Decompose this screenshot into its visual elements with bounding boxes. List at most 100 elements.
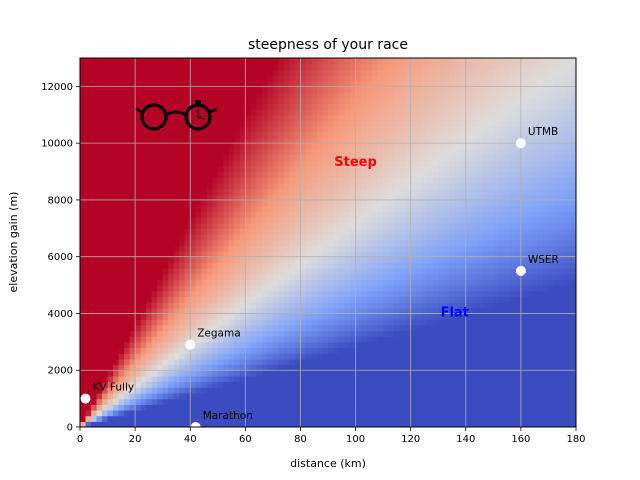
heatmap-cell [465,171,472,178]
heatmap-cell [223,307,230,315]
heatmap-cell [146,171,153,178]
heatmap-cell [300,211,307,218]
heatmap-cell [300,86,307,93]
heatmap-cell [377,80,384,87]
heatmap-cell [449,109,456,116]
heatmap-cell [465,109,472,116]
heatmap-cell [85,245,92,252]
heatmap-cell [405,148,412,156]
heatmap-cell [305,392,313,400]
heatmap-cell [278,80,285,87]
heatmap-cell [85,268,92,275]
heatmap-cell [432,233,439,241]
heatmap-cell [344,415,351,422]
heatmap-cell [96,69,103,76]
heatmap-cell [460,211,467,218]
heatmap-cell [250,171,257,178]
heatmap-cell [256,273,263,280]
heatmap-cell [493,165,500,173]
heatmap-cell [316,296,324,303]
heatmap-cell [350,109,357,116]
heatmap-cell [432,92,439,99]
heatmap-cell [432,58,439,65]
heatmap-cell [328,160,335,167]
heatmap-cell [217,216,224,224]
heatmap-cell [228,387,235,394]
heatmap-cell [493,97,500,105]
heatmap-cell [410,347,417,354]
heatmap-cell [250,177,257,184]
heatmap-cell [195,188,202,195]
heatmap-cell [416,80,423,87]
heatmap-cell [498,103,505,110]
heatmap-cell [212,285,219,292]
heatmap-cell [162,69,169,76]
heatmap-cell [190,330,197,337]
heatmap-cell [328,375,335,383]
heatmap-cell [96,290,103,298]
heatmap-cell [377,296,384,303]
heatmap-cell [190,205,197,212]
heatmap-cell [454,75,461,82]
heatmap-cell [201,341,208,349]
heatmap-cell [487,177,494,184]
heatmap-cell [460,415,467,422]
heatmap-cell [410,97,417,105]
heatmap-cell [366,273,373,280]
heatmap-cell [135,358,142,366]
heatmap-cell [96,398,103,405]
heatmap-cell [195,313,202,320]
heatmap-cell [471,341,478,349]
heatmap-cell [311,222,318,229]
heatmap-cell [124,245,131,252]
heatmap-cell [146,268,153,275]
heatmap-cell [305,148,313,156]
heatmap-cell [405,177,412,184]
heatmap-cell [157,228,164,235]
heatmap-cell [113,69,120,76]
heatmap-cell [300,336,307,343]
heatmap-cell [96,330,103,337]
heatmap-cell [267,279,274,286]
heatmap-cell [129,222,136,229]
heatmap-cell [328,341,335,349]
heatmap-cell [339,358,346,366]
heatmap-cell [410,375,417,383]
heatmap-cell [228,92,235,99]
heatmap-cell [427,336,434,343]
heatmap-cell [118,375,125,383]
heatmap-cell [487,392,494,400]
heatmap-cell [482,160,489,167]
heatmap-cell [157,97,164,105]
heatmap-cell [201,358,208,366]
heatmap-cell [206,171,213,178]
heatmap-cell [383,171,390,178]
heatmap-cell [223,381,230,388]
heatmap-cell [421,290,428,298]
heatmap-cell [427,404,434,411]
heatmap-cell [206,194,213,201]
heatmap-cell [151,347,158,354]
heatmap-cell [228,137,235,144]
heatmap-cell [272,353,279,360]
heatmap-cell [377,86,384,93]
heatmap-cell [438,154,445,161]
heatmap-cell [366,148,373,156]
heatmap-cell [355,341,362,349]
heatmap-cell [322,392,329,400]
heatmap-cell [85,296,92,303]
heatmap-cell [449,279,456,286]
heatmap-cell [118,97,125,105]
heatmap-cell [427,69,434,76]
heatmap-cell [234,165,241,173]
heatmap-cell [107,319,114,326]
heatmap-cell [135,256,142,263]
heatmap-cell [135,319,142,326]
heatmap-cell [328,137,335,144]
heatmap-cell [372,347,379,354]
heatmap-cell [118,256,125,263]
heatmap-cell [168,341,175,349]
heatmap-cell [228,222,235,229]
heatmap-cell [344,177,351,184]
heatmap-cell [394,114,401,122]
